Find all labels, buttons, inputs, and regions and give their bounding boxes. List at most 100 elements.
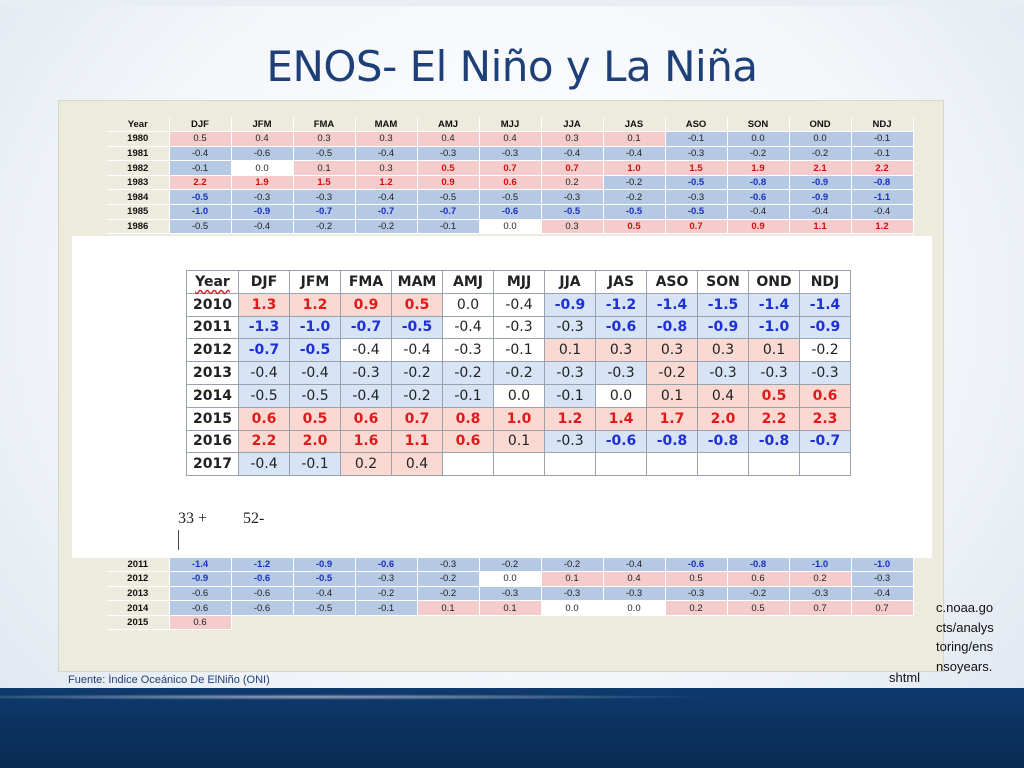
oni-value-cell: -0.5	[603, 204, 666, 220]
table-row: 1982 -0.1 0.0 0.1 0.3 0.5 0.7 0.7 1.0 1.5 1.9 2.1 2.…	[107, 160, 914, 176]
oni-value-cell: 0.1	[493, 429, 545, 454]
column-header: FMA	[340, 270, 392, 294]
oni-value-cell: -0.4	[293, 586, 356, 602]
oni-value-cell: -0.9	[544, 292, 596, 317]
oni-value-cell: -0.4	[789, 204, 852, 220]
oni-value-cell: 0.1	[646, 383, 698, 408]
year-cell: 2011	[186, 315, 239, 340]
oni-value-cell: -0.8	[727, 556, 790, 573]
oni-value-cell: 0.9	[340, 292, 392, 317]
column-header: DJF	[238, 270, 290, 294]
oni-value-cell: -0.1	[289, 452, 341, 477]
oni-value-cell: -0.1	[665, 131, 728, 147]
oni-value-cell: -0.4	[603, 556, 666, 573]
oni-value-cell: -0.5	[541, 204, 604, 220]
oni-value-cell: 0.1	[748, 338, 800, 363]
year-cell: 2010	[186, 292, 239, 317]
column-header: NDJ	[851, 117, 914, 133]
oni-value-cell: 0.4	[697, 383, 749, 408]
oni-value-cell: 0.6	[727, 571, 790, 587]
oni-value-cell: -0.4	[238, 452, 290, 477]
oni-value-cell: 0.5	[169, 131, 232, 147]
oni-value-cell: -0.9	[799, 315, 851, 340]
oni-value-cell: -0.9	[697, 315, 749, 340]
year-cell: 2017	[186, 452, 239, 477]
oni-value-cell: 0.6	[340, 406, 392, 431]
oni-value-cell: -0.7	[340, 315, 392, 340]
oni-value-cell: -0.3	[231, 189, 294, 206]
year-cell: 2012	[186, 338, 239, 363]
slide-title: ENOS- El Niño y La Niña	[266, 42, 758, 91]
column-header: JJA	[541, 117, 604, 133]
source-url[interactable]: c.noaa.go cts/analys toring/ens nsoyears…	[936, 598, 1024, 676]
oni-value-cell: -1.0	[748, 315, 800, 340]
oni-value-cell: 2.3	[799, 406, 851, 431]
oni-value-cell: 0.0	[231, 160, 294, 176]
oni-value-cell: 0.0	[789, 131, 852, 147]
oni-value-cell: -0.2	[479, 556, 542, 573]
year-cell: 1981	[107, 146, 170, 162]
table-row: 1981 -0.4 -0.6 -0.5 -0.4 -0.3 -0.3 -0.4 -0.4 -0.3…	[107, 146, 914, 162]
oni-value-cell: -0.6	[231, 571, 294, 587]
oni-value-cell: -0.5	[293, 146, 356, 162]
oni-value-cell: 0.7	[665, 219, 728, 235]
oni-value-cell: 0.3	[697, 338, 749, 363]
column-header: SON	[697, 270, 749, 294]
oni-value-cell: -1.0	[851, 556, 914, 573]
oni-value-cell: 1.9	[727, 160, 790, 176]
oni-value-cell: -0.3	[417, 146, 480, 162]
oni-value-cell: -0.4	[231, 219, 294, 235]
oni-value-cell: -0.6	[231, 600, 294, 616]
note-right: 52-	[243, 510, 265, 527]
column-header: MAM	[391, 270, 443, 294]
oni-value-cell: -0.7	[238, 338, 290, 363]
column-header: AMJ	[417, 117, 480, 133]
oni-value-cell: -0.3	[541, 586, 604, 602]
oni-value-cell: -0.1	[442, 383, 494, 408]
oni-value-cell: 0.5	[391, 292, 443, 317]
oni-value-cell: 1.3	[238, 292, 290, 317]
oni-value-cell: 0.1	[479, 600, 542, 616]
column-header: MJJ	[493, 270, 545, 294]
oni-value-cell: 1.0	[493, 406, 545, 431]
oni-value-cell: 0.2	[665, 600, 728, 616]
table-row: 2015 0.6 0.5 0.6 0.7 0.8 1.0 1.2 1.4 1.7 2.0 2.2 2.3	[186, 406, 851, 431]
year-cell: 1984	[107, 189, 170, 206]
year-cell: 2014	[107, 600, 170, 616]
oni-value-cell: -0.4	[727, 204, 790, 220]
oni-value-cell: -0.7	[355, 204, 418, 220]
oni-value-cell: -0.3	[541, 189, 604, 206]
year-cell: 2012	[107, 571, 170, 587]
oni-value-cell: -0.2	[603, 175, 666, 191]
oni-value-cell: -0.3	[544, 361, 596, 385]
oni-value-cell: -0.5	[293, 571, 356, 587]
oni-value-cell: 0.3	[646, 338, 698, 363]
oni-value-cell	[697, 452, 749, 477]
oni-value-cell: -0.3	[479, 146, 542, 162]
table-header-row: Year DJF JFM FMA MAM AMJ MJJ JJA JAS ASO SON OND NDJ	[186, 270, 851, 294]
oni-value-cell: 0.7	[479, 160, 542, 176]
oni-value-cell: 0.1	[544, 338, 596, 363]
oni-value-cell: -0.9	[789, 189, 852, 206]
oni-value-cell: -0.2	[417, 586, 480, 602]
oni-value-cell: 0.2	[340, 452, 392, 477]
column-header: Year	[107, 117, 170, 133]
oni-value-cell: 2.2	[851, 160, 914, 176]
oni-value-cell: 0.3	[355, 131, 418, 147]
handwritten-note: 33 + 52-	[178, 510, 264, 528]
text-cursor	[178, 530, 179, 550]
oni-value-cell: -0.8	[646, 315, 698, 340]
table-row: 2011 -1.3 -1.0 -0.7 -0.5 -0.4 -0.3 -0.3 -0.6 -0.8…	[186, 315, 851, 340]
oni-value-cell: -0.4	[355, 146, 418, 162]
oni-value-cell: -0.3	[479, 586, 542, 602]
oni-value-cell: 2.0	[697, 406, 749, 431]
source-line: nsoyears.	[936, 658, 993, 674]
column-header: OND	[748, 270, 800, 294]
column-header: JFM	[289, 270, 341, 294]
source-url-end[interactable]: shtml	[889, 670, 921, 685]
oni-value-cell: -0.2	[789, 146, 852, 162]
oni-value-cell	[493, 452, 545, 477]
oni-value-cell: -0.4	[493, 292, 545, 317]
oni-value-cell: -0.3	[340, 361, 392, 385]
oni-value-cell: -0.6	[355, 556, 418, 573]
